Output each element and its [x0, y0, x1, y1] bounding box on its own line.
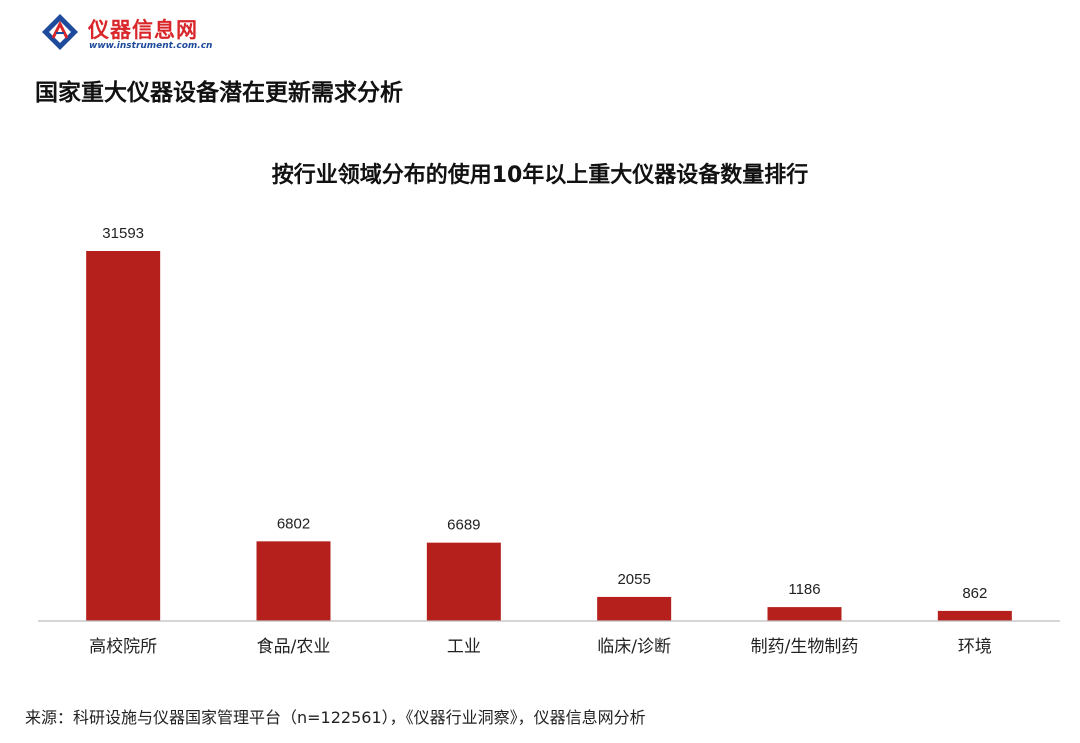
category-label-0: 高校院所 [89, 637, 157, 657]
bar-4 [767, 607, 842, 621]
data-label-0: 31593 [102, 225, 144, 242]
data-label-3: 2055 [617, 571, 650, 588]
bar-chart: 31593 6802 6689 2055 1186 862 高校院所 食品/农业 工业 临床/诊… [38, 225, 1060, 657]
x-tick-labels: 高校院所 食品/农业 工业 临床/诊断 制药/生物制药 环境 [89, 637, 992, 657]
bars-group: 31593 6802 6689 2055 1186 862 [86, 225, 1012, 621]
logo-name: 仪器信息网 [88, 18, 198, 42]
category-label-5: 环境 [958, 637, 992, 657]
logo-url: www.instrument.com.cn [89, 41, 213, 51]
bar-3 [597, 596, 672, 621]
data-label-5: 862 [962, 585, 987, 602]
bar-5 [937, 610, 1012, 621]
instrument-logo-icon [42, 14, 78, 50]
bar-1 [256, 541, 331, 621]
data-label-2: 6689 [447, 517, 480, 534]
page-title: 国家重大仪器设备潜在更新需求分析 [35, 80, 403, 106]
category-label-1: 食品/农业 [257, 637, 331, 657]
bar-2 [426, 542, 501, 621]
category-label-4: 制药/生物制药 [751, 637, 859, 657]
source-note: 来源：科研设施与仪器国家管理平台（n=122561），《仪器行业洞察》，仪器信息… [25, 708, 646, 727]
category-label-2: 工业 [447, 637, 481, 657]
logo: 仪器信息网 www.instrument.com.cn [40, 12, 240, 56]
category-label-3: 临床/诊断 [597, 637, 671, 657]
data-label-1: 6802 [277, 515, 310, 532]
chart-title: 按行业领域分布的使用10年以上重大仪器设备数量排行 [271, 163, 809, 188]
data-label-4: 1186 [788, 581, 820, 598]
bar-0 [86, 251, 161, 621]
